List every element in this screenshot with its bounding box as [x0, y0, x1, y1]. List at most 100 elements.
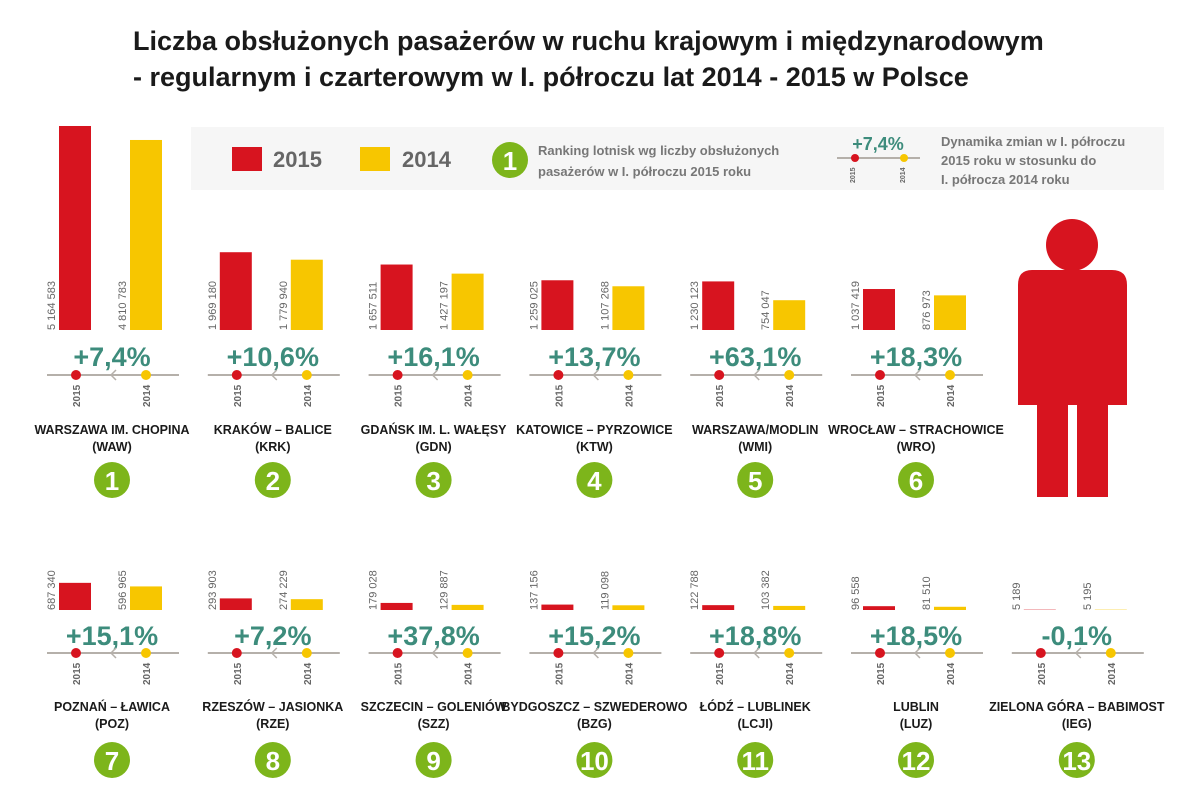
dot-2014 — [945, 648, 955, 658]
airport-name: LUBLIN — [893, 700, 939, 714]
dot-2014 — [462, 648, 473, 658]
year-label-2014: 2014 — [303, 662, 314, 685]
arrow-left-icon — [592, 369, 599, 381]
change-percent: +15,2% — [548, 621, 640, 651]
year-label-2015: 2015 — [394, 662, 405, 685]
change-percent: +63,1% — [709, 342, 801, 372]
airport-name: RZESZÓW – JASIONKA — [202, 699, 343, 714]
value-label-2014: 596 965 — [117, 570, 129, 610]
airport-name: SZCZECIN – GOLENIÓW — [361, 699, 507, 714]
legend-dyn-text-1: Dynamika zmian w I. półroczu — [941, 134, 1125, 149]
value-label-2015: 5 164 583 — [46, 281, 58, 330]
airport-name: ŁÓDŹ – LUBLINEK — [700, 699, 811, 714]
legend-year-2014: 2014 — [900, 167, 907, 183]
value-label-2015: 1 657 511 — [368, 282, 380, 330]
airport-code: (WRO) — [897, 440, 936, 454]
rank-badge — [737, 742, 774, 778]
change-percent: +18,3% — [870, 342, 962, 372]
year-label-2014: 2014 — [464, 384, 475, 407]
legend-dyn-text-2: 2015 roku w stosunku do — [941, 153, 1096, 168]
dot-2014 — [623, 648, 634, 658]
bar-2015 — [541, 280, 574, 330]
value-label-2015: 1 037 419 — [850, 281, 862, 330]
dot-2015 — [1035, 648, 1046, 658]
airport-code: (IEG) — [1062, 717, 1092, 731]
legend-dot-2015 — [851, 154, 859, 162]
year-label-2014: 2014 — [1107, 662, 1118, 685]
value-label-2014: 119 098 — [599, 571, 611, 610]
value-label-2014: 754 047 — [760, 290, 772, 330]
airport-code: (KRK) — [255, 440, 290, 454]
arrow-left-icon — [109, 369, 117, 381]
dot-2015 — [553, 648, 564, 658]
dot-2014 — [141, 648, 151, 658]
rank-number: 3 — [426, 466, 440, 496]
legend-label-2014: 2014 — [402, 147, 452, 172]
year-label-2015: 2015 — [394, 384, 405, 407]
change-percent: +7,2% — [234, 621, 311, 651]
change-percent: +37,8% — [387, 621, 479, 651]
dot-2015 — [71, 370, 81, 380]
rank-badge — [737, 462, 774, 498]
change-percent: +16,1% — [387, 342, 479, 372]
airport-code: (BZG) — [577, 717, 612, 731]
rank-number: 9 — [426, 746, 440, 776]
dot-2015 — [553, 370, 564, 380]
bar-2015 — [59, 582, 91, 610]
bar-2015 — [219, 598, 252, 610]
legend-swatch-2014 — [360, 147, 390, 171]
airport-name: WARSZAWA IM. CHOPINA — [34, 423, 189, 437]
year-label-2015: 2015 — [1037, 662, 1048, 685]
value-label-2015: 1 259 025 — [528, 281, 540, 330]
dot-2014 — [1105, 648, 1116, 658]
airport-code: (RZE) — [256, 717, 289, 731]
change-percent: +10,6% — [227, 342, 319, 372]
rank-number: 5 — [748, 466, 762, 496]
year-label-2015: 2015 — [876, 662, 887, 685]
dot-2015 — [875, 648, 885, 658]
airport-name: BYDGOSZCZ – SZWEDEROWO — [501, 700, 687, 714]
title-line-1: Liczba obsłużonych pasażerów w ruchu kra… — [133, 26, 1044, 56]
bar-2015 — [1023, 609, 1056, 610]
rank-badge — [415, 462, 452, 498]
change-percent: +7,4% — [73, 342, 150, 372]
rank-number: 6 — [909, 466, 923, 496]
arrow-left-icon — [753, 647, 760, 659]
year-label-2014: 2014 — [946, 384, 957, 407]
value-label-2015: 179 028 — [368, 570, 380, 610]
year-label-2014: 2014 — [785, 384, 796, 407]
bar-2014 — [290, 259, 323, 330]
dot-2014 — [623, 370, 634, 380]
value-label-2014: 4 810 783 — [117, 281, 129, 330]
arrow-left-icon — [109, 647, 117, 659]
rank-number: 12 — [902, 746, 931, 776]
dot-2014 — [462, 370, 473, 380]
rank-number: 1 — [105, 466, 119, 496]
person-icon — [1018, 219, 1127, 497]
value-label-2015: 122 788 — [689, 570, 701, 610]
value-label-2015: 5 189 — [1011, 582, 1023, 610]
airport-name: WROCŁAW – STRACHOWICE — [828, 423, 1004, 437]
arrow-left-icon — [1074, 647, 1082, 659]
change-percent: +18,5% — [870, 621, 962, 651]
year-label-2014: 2014 — [624, 384, 635, 407]
value-label-2014: 274 229 — [278, 570, 290, 610]
bar-2015 — [59, 125, 91, 331]
legend-rank-number: 1 — [503, 146, 517, 176]
value-label-2014: 129 887 — [439, 570, 451, 610]
dot-2014 — [301, 648, 312, 658]
legend-dot-2014 — [900, 154, 908, 162]
bar-2015 — [702, 605, 735, 610]
legend-dyn-text-3: I. półrocza 2014 roku — [941, 172, 1070, 187]
dot-2015 — [392, 648, 403, 658]
arrow-left-icon — [270, 647, 278, 659]
value-label-2015: 293 903 — [207, 570, 219, 610]
bar-2015 — [541, 604, 574, 610]
value-label-2014: 1 107 268 — [599, 281, 611, 330]
dot-2015 — [875, 370, 885, 380]
year-label-2014: 2014 — [303, 384, 314, 407]
year-label-2015: 2015 — [233, 662, 244, 685]
value-label-2015: 687 340 — [46, 570, 58, 610]
change-percent: +15,1% — [66, 621, 158, 651]
change-percent: -0,1% — [1042, 621, 1113, 651]
